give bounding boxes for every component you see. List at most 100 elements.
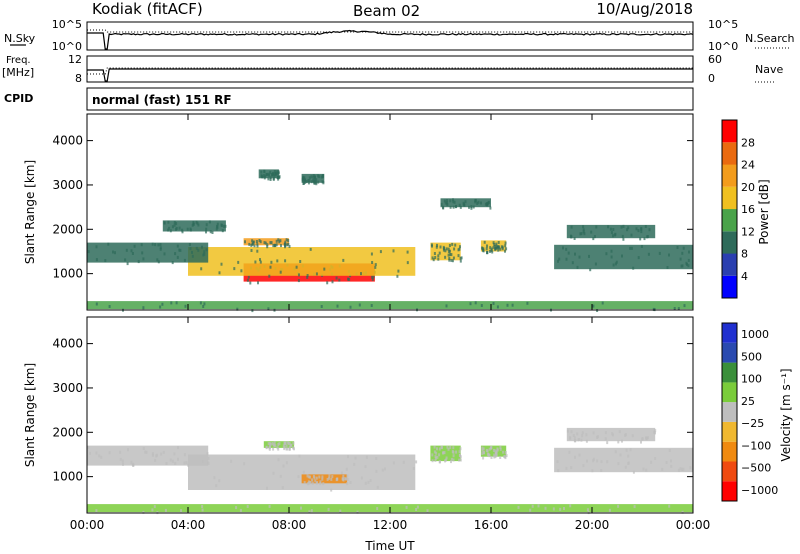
heatmap-speckle xyxy=(95,509,98,513)
heatmap-speckle xyxy=(233,267,236,271)
heatmap-speckle xyxy=(372,275,375,279)
heatmap-speckle xyxy=(265,446,268,450)
heatmap-speckle xyxy=(313,181,316,185)
heatmap-speckle xyxy=(119,450,122,454)
power-data-layer xyxy=(87,169,693,313)
heatmap-speckle xyxy=(458,454,461,457)
heatmap-speckle xyxy=(490,446,493,449)
power-y-axis: 1000 2000 3000 4000 xyxy=(52,134,693,281)
colorbar-swatch xyxy=(722,441,737,462)
heatmap-speckle xyxy=(104,259,107,263)
heatmap-speckle xyxy=(437,254,440,258)
heatmap-speckle xyxy=(169,458,172,462)
heatmap-speckle xyxy=(452,200,455,204)
heatmap-speckle xyxy=(576,265,579,269)
heatmap-patch xyxy=(188,454,416,490)
heatmap-speckle xyxy=(162,450,165,454)
heatmap-speckle xyxy=(157,243,160,247)
heatmap-speckle xyxy=(474,198,477,202)
heatmap-speckle xyxy=(171,225,174,229)
heatmap-speckle xyxy=(279,474,282,478)
heatmap-speckle xyxy=(262,174,265,178)
heatmap-speckle xyxy=(274,173,277,177)
heatmap-speckle xyxy=(610,231,613,235)
heatmap-speckle xyxy=(268,504,271,508)
heatmap-patch xyxy=(301,474,348,484)
heatmap-speckle xyxy=(434,256,437,259)
y-tick-label: 1000 xyxy=(52,470,83,484)
heatmap-speckle xyxy=(681,264,684,268)
heatmap-speckle xyxy=(87,445,90,449)
heatmap-speckle xyxy=(640,227,643,231)
colorbar-frame xyxy=(721,322,738,502)
heatmap-speckle xyxy=(187,463,190,467)
heatmap-speckle xyxy=(434,455,437,459)
heatmap-speckle xyxy=(336,477,339,481)
heatmap-speckle xyxy=(220,262,223,266)
heatmap-speckle xyxy=(567,251,570,255)
heatmap-speckle xyxy=(371,261,374,264)
heatmap-speckle xyxy=(593,235,596,239)
heatmap-speckle xyxy=(285,238,288,242)
heatmap-speckle xyxy=(668,504,671,508)
heatmap-speckle xyxy=(673,307,676,310)
colorbar-frame xyxy=(721,119,738,299)
heatmap-speckle xyxy=(600,469,603,472)
heatmap-speckle xyxy=(303,181,305,185)
heatmap-speckle xyxy=(269,265,272,269)
heatmap-speckle xyxy=(374,265,377,269)
heatmap-speckle xyxy=(639,237,642,241)
heatmap-speckle xyxy=(494,449,497,453)
colorbar-tick-label: 4 xyxy=(741,270,748,283)
heatmap-speckle xyxy=(315,178,318,182)
heatmap-speckle xyxy=(487,200,490,204)
heatmap-speckle xyxy=(585,433,588,437)
heatmap-speckle xyxy=(433,252,436,255)
colorbar-swatch xyxy=(722,323,737,343)
y-tick-label: 2000 xyxy=(52,425,83,439)
heatmap-speckle xyxy=(582,225,585,229)
heatmap-speckle xyxy=(302,179,305,183)
heatmap-speckle xyxy=(258,239,261,242)
heatmap-speckle xyxy=(298,454,301,458)
heatmap-speckle xyxy=(311,478,314,482)
heatmap-speckle xyxy=(558,257,561,261)
station-title: Kodiak (fitACF) xyxy=(92,0,203,18)
heatmap-speckle xyxy=(216,224,218,228)
heatmap-speckle xyxy=(482,456,485,460)
heatmap-speckle xyxy=(450,460,452,464)
heatmap-speckle xyxy=(321,477,324,481)
heatmap-speckle xyxy=(272,171,274,175)
heatmap-speckle xyxy=(176,244,179,248)
heatmap-speckle xyxy=(392,249,395,253)
heatmap-speckle xyxy=(269,178,272,181)
heatmap-speckle xyxy=(173,220,176,224)
heatmap-speckle xyxy=(452,454,455,458)
heatmap-speckle xyxy=(452,458,455,462)
heatmap-speckle xyxy=(266,243,269,247)
colorbar-swatch xyxy=(722,142,737,165)
heatmap-speckle xyxy=(119,457,122,461)
heatmap-speckle xyxy=(256,249,259,253)
heatmap-speckle xyxy=(248,242,251,246)
heatmap-speckle xyxy=(310,175,313,179)
power-y-axis-label: Slant Range [km] xyxy=(23,160,37,264)
heatmap-speckle xyxy=(196,221,199,225)
heatmap-speckle xyxy=(677,468,680,472)
heatmap-speckle xyxy=(448,258,451,262)
colorbar-swatch xyxy=(722,164,737,187)
heatmap-speckle xyxy=(122,462,124,466)
heatmap-speckle xyxy=(297,475,300,479)
heatmap-speckle xyxy=(447,247,450,251)
heatmap-speckle xyxy=(610,255,613,259)
heatmap-speckle xyxy=(283,445,286,449)
heatmap-speckle xyxy=(175,222,178,226)
heatmap-speckle xyxy=(626,228,629,232)
heatmap-speckle xyxy=(222,224,225,228)
heatmap-speckle xyxy=(342,474,345,478)
cpid-panel: CPID normal (fast) 151 RF xyxy=(4,87,694,111)
heatmap-speckle xyxy=(445,247,448,251)
heatmap-speckle xyxy=(645,436,648,440)
heatmap-speckle xyxy=(621,439,623,443)
heatmap-speckle xyxy=(617,504,620,508)
